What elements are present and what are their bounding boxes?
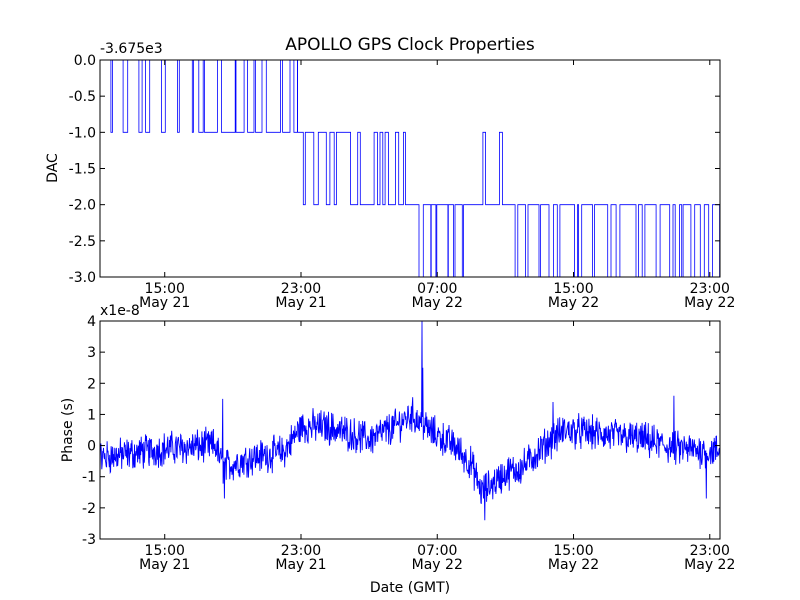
x-tick-time-label: 15:00 — [145, 543, 185, 559]
x-tick-date-label: May 22 — [548, 557, 599, 573]
y-tick-label: 0.0 — [74, 53, 96, 69]
x-tick-time-label: 23:00 — [690, 543, 730, 559]
x-tick-date-label: May 22 — [548, 295, 599, 311]
y-tick-label: -1.0 — [69, 125, 96, 141]
x-tick-date-label: May 21 — [139, 557, 190, 573]
x-tick-date-label: May 22 — [684, 295, 735, 311]
dac-series-line — [100, 59, 720, 278]
x-tick-time-label: 15:00 — [553, 543, 593, 559]
x-tick-time-label: 07:00 — [417, 543, 457, 559]
phase-y-ticks: 4 3 2 1 0 -1 -2 -3 — [82, 314, 720, 548]
y-tick-label: 0 — [87, 439, 96, 455]
x-tick-time-label: 07:00 — [417, 281, 457, 297]
y-tick-label: -2 — [82, 501, 96, 517]
chart-title: APOLLO GPS Clock Properties — [285, 35, 535, 55]
x-tick-time-label: 15:00 — [553, 281, 593, 297]
y-tick-label: 4 — [87, 314, 96, 330]
phase-series-line — [99, 320, 721, 521]
y-tick-label: -2.5 — [69, 234, 96, 250]
x-tick-time-label: 15:00 — [145, 281, 185, 297]
y-tick-label: -0.5 — [69, 89, 96, 105]
phase-plot-area — [100, 321, 720, 539]
y-tick-label: -2.0 — [69, 198, 96, 214]
x-tick-date-label: May 22 — [412, 295, 463, 311]
y-tick-label: -1.5 — [69, 162, 96, 178]
y-tick-label: -3 — [82, 532, 96, 548]
y-tick-label: 1 — [87, 407, 96, 423]
phase-y-label: Phase (s) — [60, 398, 76, 462]
dac-offset-label: -3.675e3 — [100, 41, 163, 57]
y-tick-label: -1 — [82, 470, 96, 486]
y-tick-label: 3 — [87, 345, 96, 361]
y-tick-label: -3.0 — [69, 270, 96, 286]
x-tick-time-label: 23:00 — [281, 543, 321, 559]
dac-y-ticks: 0.0 -0.5 -1.0 -1.5 -2.0 -2.5 -3.0 — [69, 53, 720, 286]
y-tick-label: 2 — [87, 376, 96, 392]
phase-offset-label: x1e-8 — [100, 303, 140, 319]
x-tick-date-label: May 21 — [139, 295, 190, 311]
phase-axes-frame — [99, 320, 721, 540]
x-tick-date-label: May 22 — [684, 557, 735, 573]
x-tick-date-label: May 21 — [275, 557, 326, 573]
x-tick-time-label: 23:00 — [690, 281, 730, 297]
dac-y-label: DAC — [45, 153, 61, 183]
phase-x-label: Date (GMT) — [370, 580, 450, 596]
x-tick-date-label: May 22 — [412, 557, 463, 573]
x-tick-date-label: May 21 — [275, 295, 326, 311]
x-tick-time-label: 23:00 — [281, 281, 321, 297]
